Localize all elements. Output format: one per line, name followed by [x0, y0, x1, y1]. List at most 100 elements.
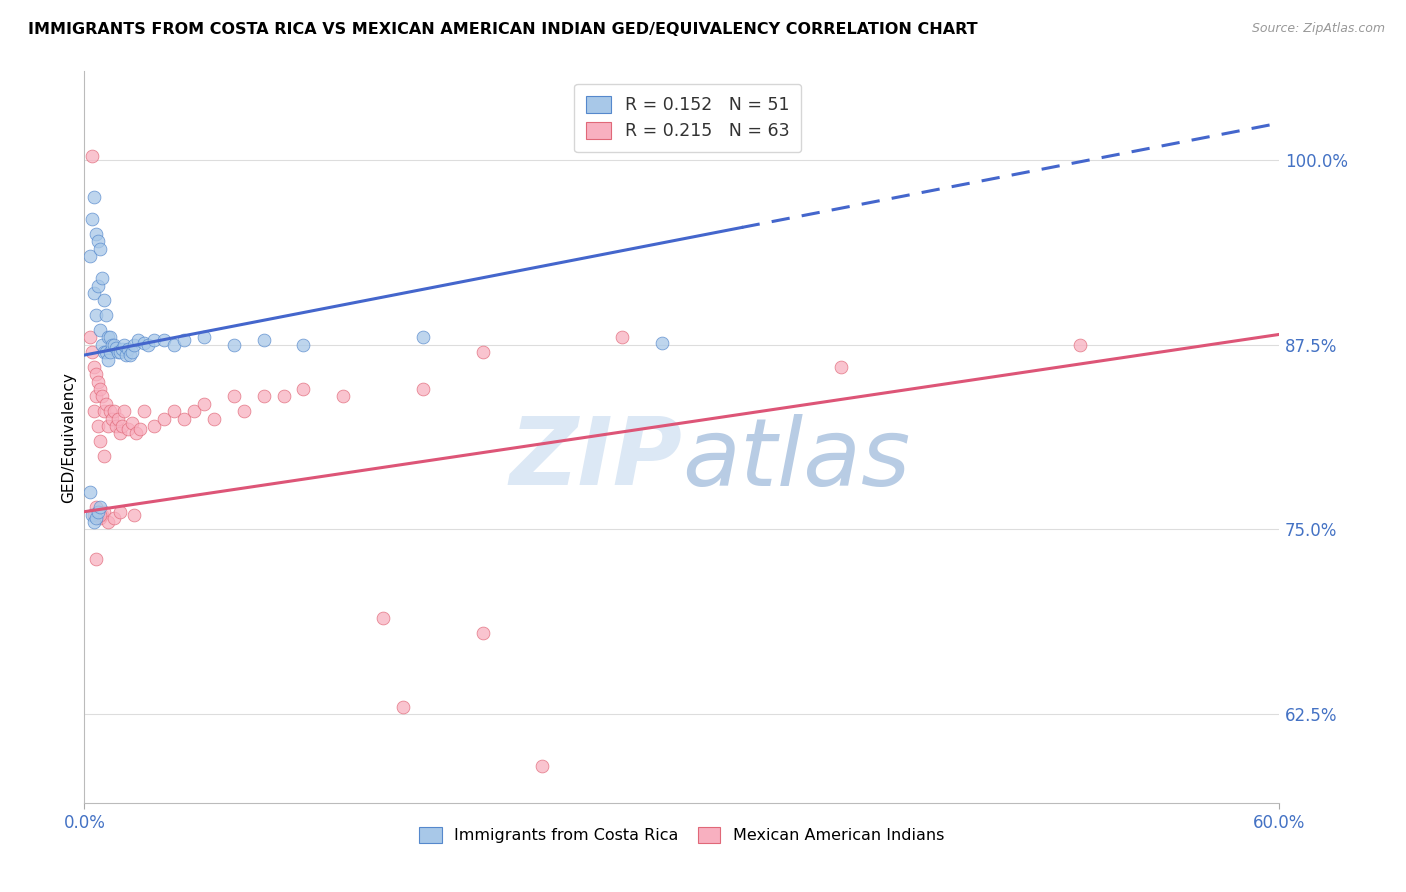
Point — [93, 293, 115, 308]
Point — [93, 449, 115, 463]
Point — [107, 411, 129, 425]
Text: IMMIGRANTS FROM COSTA RICA VS MEXICAN AMERICAN INDIAN GED/EQUIVALENCY CORRELATIO: IMMIGRANTS FROM COSTA RICA VS MEXICAN AM… — [28, 22, 977, 37]
Point — [97, 419, 120, 434]
Point — [412, 382, 434, 396]
Point — [101, 411, 124, 425]
Point — [82, 508, 104, 522]
Point — [93, 505, 115, 519]
Text: Source: ZipAtlas.com: Source: ZipAtlas.com — [1251, 22, 1385, 36]
Point — [412, 330, 434, 344]
Point — [105, 341, 128, 355]
Point — [82, 212, 104, 227]
Point — [91, 389, 114, 403]
Point — [101, 337, 124, 351]
Point — [292, 337, 315, 351]
Point — [117, 422, 139, 436]
Point — [143, 419, 166, 434]
Point — [86, 308, 108, 322]
Point — [112, 404, 135, 418]
Point — [87, 278, 110, 293]
Point — [86, 552, 108, 566]
Text: atlas: atlas — [682, 414, 910, 505]
Point — [89, 434, 111, 448]
Point — [830, 359, 852, 374]
Point — [132, 336, 156, 351]
Point — [332, 389, 354, 403]
Point — [98, 330, 121, 344]
Point — [103, 510, 125, 524]
Point — [110, 505, 132, 519]
Point — [86, 510, 108, 524]
Point — [129, 422, 152, 436]
Point — [79, 249, 101, 263]
Point — [87, 419, 110, 434]
Point — [96, 308, 118, 322]
Point — [83, 359, 105, 374]
Point — [651, 336, 673, 351]
Point — [373, 611, 395, 625]
Point — [143, 333, 166, 347]
Point — [97, 515, 120, 529]
Point — [97, 352, 120, 367]
Point — [89, 242, 111, 256]
Point — [471, 345, 494, 359]
Point — [79, 330, 101, 344]
Point — [222, 337, 245, 351]
Point — [121, 416, 143, 430]
Point — [111, 419, 134, 434]
Point — [173, 411, 195, 425]
Point — [193, 397, 215, 411]
Point — [87, 235, 110, 249]
Point — [89, 382, 111, 396]
Point — [392, 699, 415, 714]
Point — [111, 342, 134, 356]
Point — [79, 485, 101, 500]
Point — [86, 227, 108, 241]
Point — [273, 389, 295, 403]
Point — [83, 515, 105, 529]
Point — [110, 345, 132, 359]
Point — [91, 508, 114, 522]
Point — [115, 348, 138, 362]
Point — [132, 404, 156, 418]
Point — [87, 505, 110, 519]
Point — [86, 368, 108, 382]
Point — [82, 345, 104, 359]
Point — [253, 333, 276, 347]
Point — [97, 330, 120, 344]
Point — [110, 426, 132, 441]
Point — [125, 426, 148, 441]
Point — [193, 330, 215, 344]
Point — [1069, 337, 1091, 351]
Point — [83, 404, 105, 418]
Point — [89, 510, 111, 524]
Point — [93, 404, 115, 418]
Point — [87, 375, 110, 389]
Point — [89, 500, 111, 515]
Point — [87, 505, 110, 519]
Point — [153, 411, 176, 425]
Point — [105, 419, 128, 434]
Point — [91, 271, 114, 285]
Point — [103, 337, 125, 351]
Y-axis label: GED/Equivalency: GED/Equivalency — [60, 372, 76, 502]
Point — [531, 759, 554, 773]
Point — [122, 508, 145, 522]
Point — [112, 337, 135, 351]
Text: ZIP: ZIP — [509, 413, 682, 505]
Point — [89, 323, 111, 337]
Point — [103, 404, 125, 418]
Point — [96, 397, 118, 411]
Point — [183, 404, 205, 418]
Point — [222, 389, 245, 403]
Point — [86, 389, 108, 403]
Point — [202, 411, 225, 425]
Point — [292, 382, 315, 396]
Point — [612, 330, 634, 344]
Point — [136, 337, 159, 351]
Point — [163, 404, 186, 418]
Point — [471, 625, 494, 640]
Point — [91, 337, 114, 351]
Point — [253, 389, 276, 403]
Point — [96, 345, 118, 359]
